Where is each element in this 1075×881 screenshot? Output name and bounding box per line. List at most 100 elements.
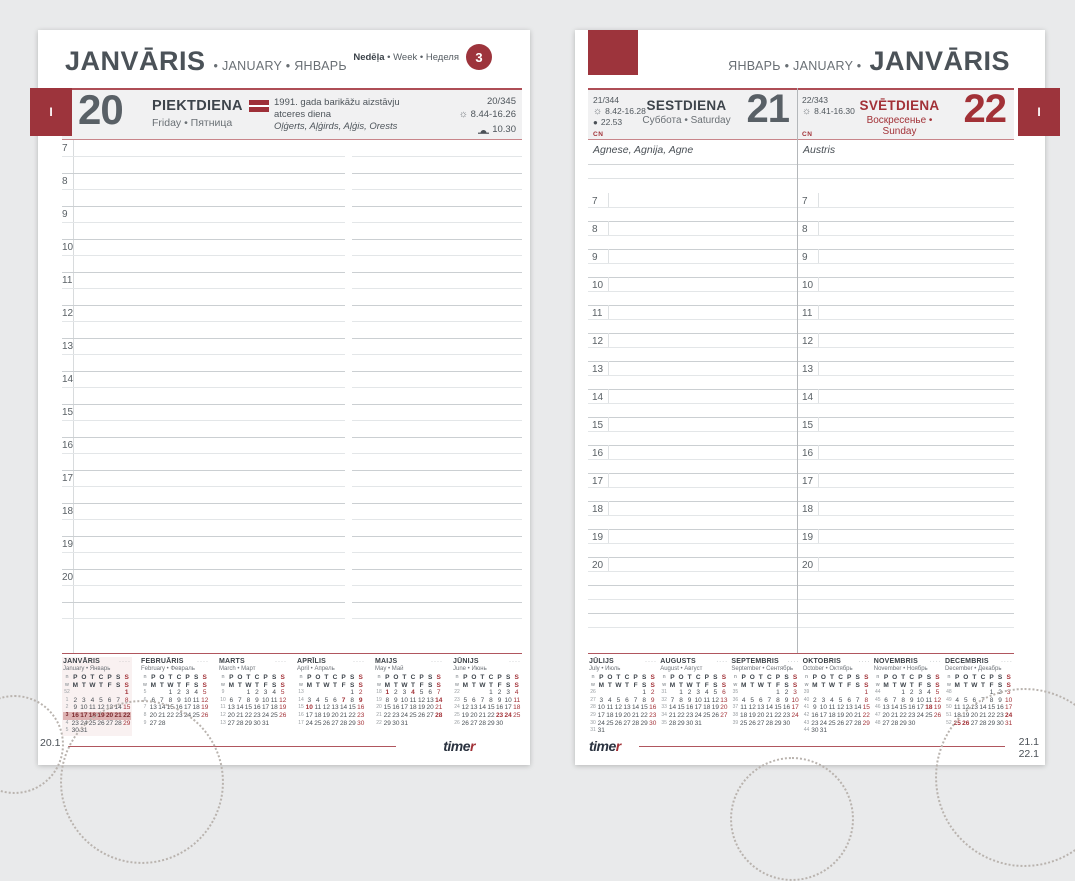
moonrise-icon [478, 130, 490, 135]
timer-logo: timer [443, 738, 475, 754]
sun-icon: ☼ [458, 108, 468, 120]
day-name-block: PIEKTDIENA Friday • Пятница [152, 98, 269, 129]
hour-row-18: 18 [588, 501, 797, 529]
hour-row-9: 9 [62, 206, 522, 239]
month-subtitle: • JANUARY • ЯНВАРЬ [213, 59, 347, 73]
day-number: 22 [963, 87, 1007, 131]
hour-row-10: 10 [62, 239, 522, 272]
hour-row-11: 11 [588, 305, 797, 333]
namedays: Oļģerts, Aļģirds, Aļģis, Orests [274, 121, 398, 132]
day-of-year: 20/345 [486, 96, 516, 107]
hour-row-13: 13 [62, 338, 522, 371]
day-of-year: 21/344 [593, 95, 619, 105]
month-index-tab-right: I [1018, 88, 1060, 136]
astro-info: 21/344 ☼ 8.42-16.28 ● 22.53 [593, 95, 646, 128]
day-name-block: SESTDIENA Суббота • Saturday [640, 98, 733, 126]
hour-row-17: 17 [588, 473, 797, 501]
hour-row-18: 18 [62, 503, 522, 536]
day-name: PIEKTDIENA [152, 98, 269, 114]
corner-label: CN [802, 131, 813, 138]
hour-row-14: 14 [62, 371, 522, 404]
hour-row-13: 13 [798, 361, 1014, 389]
hour-row-14: 14 [588, 389, 797, 417]
left-page: JANVĀRIS • JANUARY • ЯНВАРЬ Nedēļa • Wee… [38, 30, 530, 765]
timer-logo: timer [589, 738, 621, 754]
day-21-header: 21/344 ☼ 8.42-16.28 ● 22.53 SESTDIENA Субб… [588, 87, 797, 139]
month-title: JANVĀRIS [869, 46, 1010, 76]
week-indicator: Nedēļa • Week • Неделя 3 [353, 44, 492, 70]
day-header-band: 21/344 ☼ 8.42-16.28 ● 22.53 SESTDIENA Субб… [588, 87, 1014, 140]
hour-row-14: 14 [798, 389, 1014, 417]
hour-gutter-line [73, 140, 74, 653]
day-22-column: Austris 7 8 9 10 11 12 13 14 15 16 17 18 19 20 [798, 140, 1014, 653]
hourly-schedule-grid[interactable]: 7 8 9 10 11 12 13 14 15 16 17 18 19 20 [62, 140, 522, 653]
hour-row-7: 7 [798, 193, 1014, 221]
ruled-line [798, 178, 1014, 179]
ruled-row [588, 613, 797, 641]
hour-row-16: 16 [798, 445, 1014, 473]
ruled-row [62, 602, 522, 635]
day-21-column: Agnese, Agnija, Agne 7 8 9 10 11 12 13 14 15 16 17… [588, 140, 797, 653]
hour-row-12: 12 [62, 305, 522, 338]
ruled-row [798, 585, 1014, 613]
sun-icon: ☼ [593, 106, 603, 117]
moon-icon: ● [593, 118, 598, 127]
page-number: 22.1 [1018, 748, 1039, 760]
hour-row-16: 16 [62, 437, 522, 470]
hour-row-15: 15 [798, 417, 1014, 445]
hour-row-19: 19 [588, 529, 797, 557]
latvian-flag-icon [248, 100, 269, 112]
hour-row-17: 17 [62, 470, 522, 503]
namedays: Austris [803, 144, 836, 156]
month-header-left: JANVĀRIS • JANUARY • ЯНВАРЬ [65, 46, 347, 77]
hour-row-8: 8 [798, 221, 1014, 249]
day-name: SVĒTDIENA [859, 98, 940, 113]
namedays: Agnese, Agnija, Agne [593, 144, 694, 156]
corner-red-block [588, 30, 638, 75]
hour-row-18: 18 [798, 501, 1014, 529]
page-number: 20.1 [40, 737, 61, 749]
sun-icon: ☼ [802, 106, 812, 117]
hour-row-9: 9 [798, 249, 1014, 277]
hour-row-7: 7 [62, 140, 522, 173]
ruled-row [798, 613, 1014, 641]
hour-row-13: 13 [588, 361, 797, 389]
holiday-block: 1991. gada barikāžu aizstāvju atceres di… [274, 97, 432, 133]
day-of-year: 22/343 [802, 95, 828, 105]
hour-row-7: 7 [588, 193, 797, 221]
day-header-band: 20 PIEKTDIENA Friday • Пятница 1991. gad… [62, 86, 522, 140]
hourly-schedule-grid[interactable]: 7 8 9 10 11 12 13 14 15 16 17 18 19 20 [588, 193, 797, 641]
dotted-curve-decoration [730, 757, 854, 881]
hour-row-11: 11 [62, 272, 522, 305]
day-number: 21 [746, 87, 790, 131]
hour-row-19: 19 [62, 536, 522, 569]
hour-row-20: 20 [62, 569, 522, 602]
day-22-header: 22/343 ☼ 8.41-16.30 SVĒTDIENA Воскресенье… [797, 87, 1014, 139]
namedays-block[interactable]: Agnese, Agnija, Agne [588, 140, 797, 193]
hour-row-15: 15 [588, 417, 797, 445]
hour-row-19: 19 [798, 529, 1014, 557]
hour-row-16: 16 [588, 445, 797, 473]
week-label: Nedēļa • Week • Неделя [353, 51, 459, 63]
day-name-translations: Суббота • Saturday [642, 115, 731, 126]
corner-label: CN [593, 131, 604, 138]
hour-row-12: 12 [588, 333, 797, 361]
page-numbers: 21.1 22.1 [1019, 736, 1039, 760]
holiday-text: 1991. gada barikāžu aizstāvju atceres di… [274, 97, 400, 120]
day-name-translations: Воскресенье • Sunday [866, 115, 933, 137]
hourly-schedule-grid[interactable]: 7 8 9 10 11 12 13 14 15 16 17 18 19 20 [798, 193, 1014, 641]
footer-rule [639, 746, 1005, 747]
namedays-block[interactable]: Austris [798, 140, 1014, 193]
hour-row-10: 10 [588, 277, 797, 305]
week-number-badge: 3 [466, 44, 492, 70]
